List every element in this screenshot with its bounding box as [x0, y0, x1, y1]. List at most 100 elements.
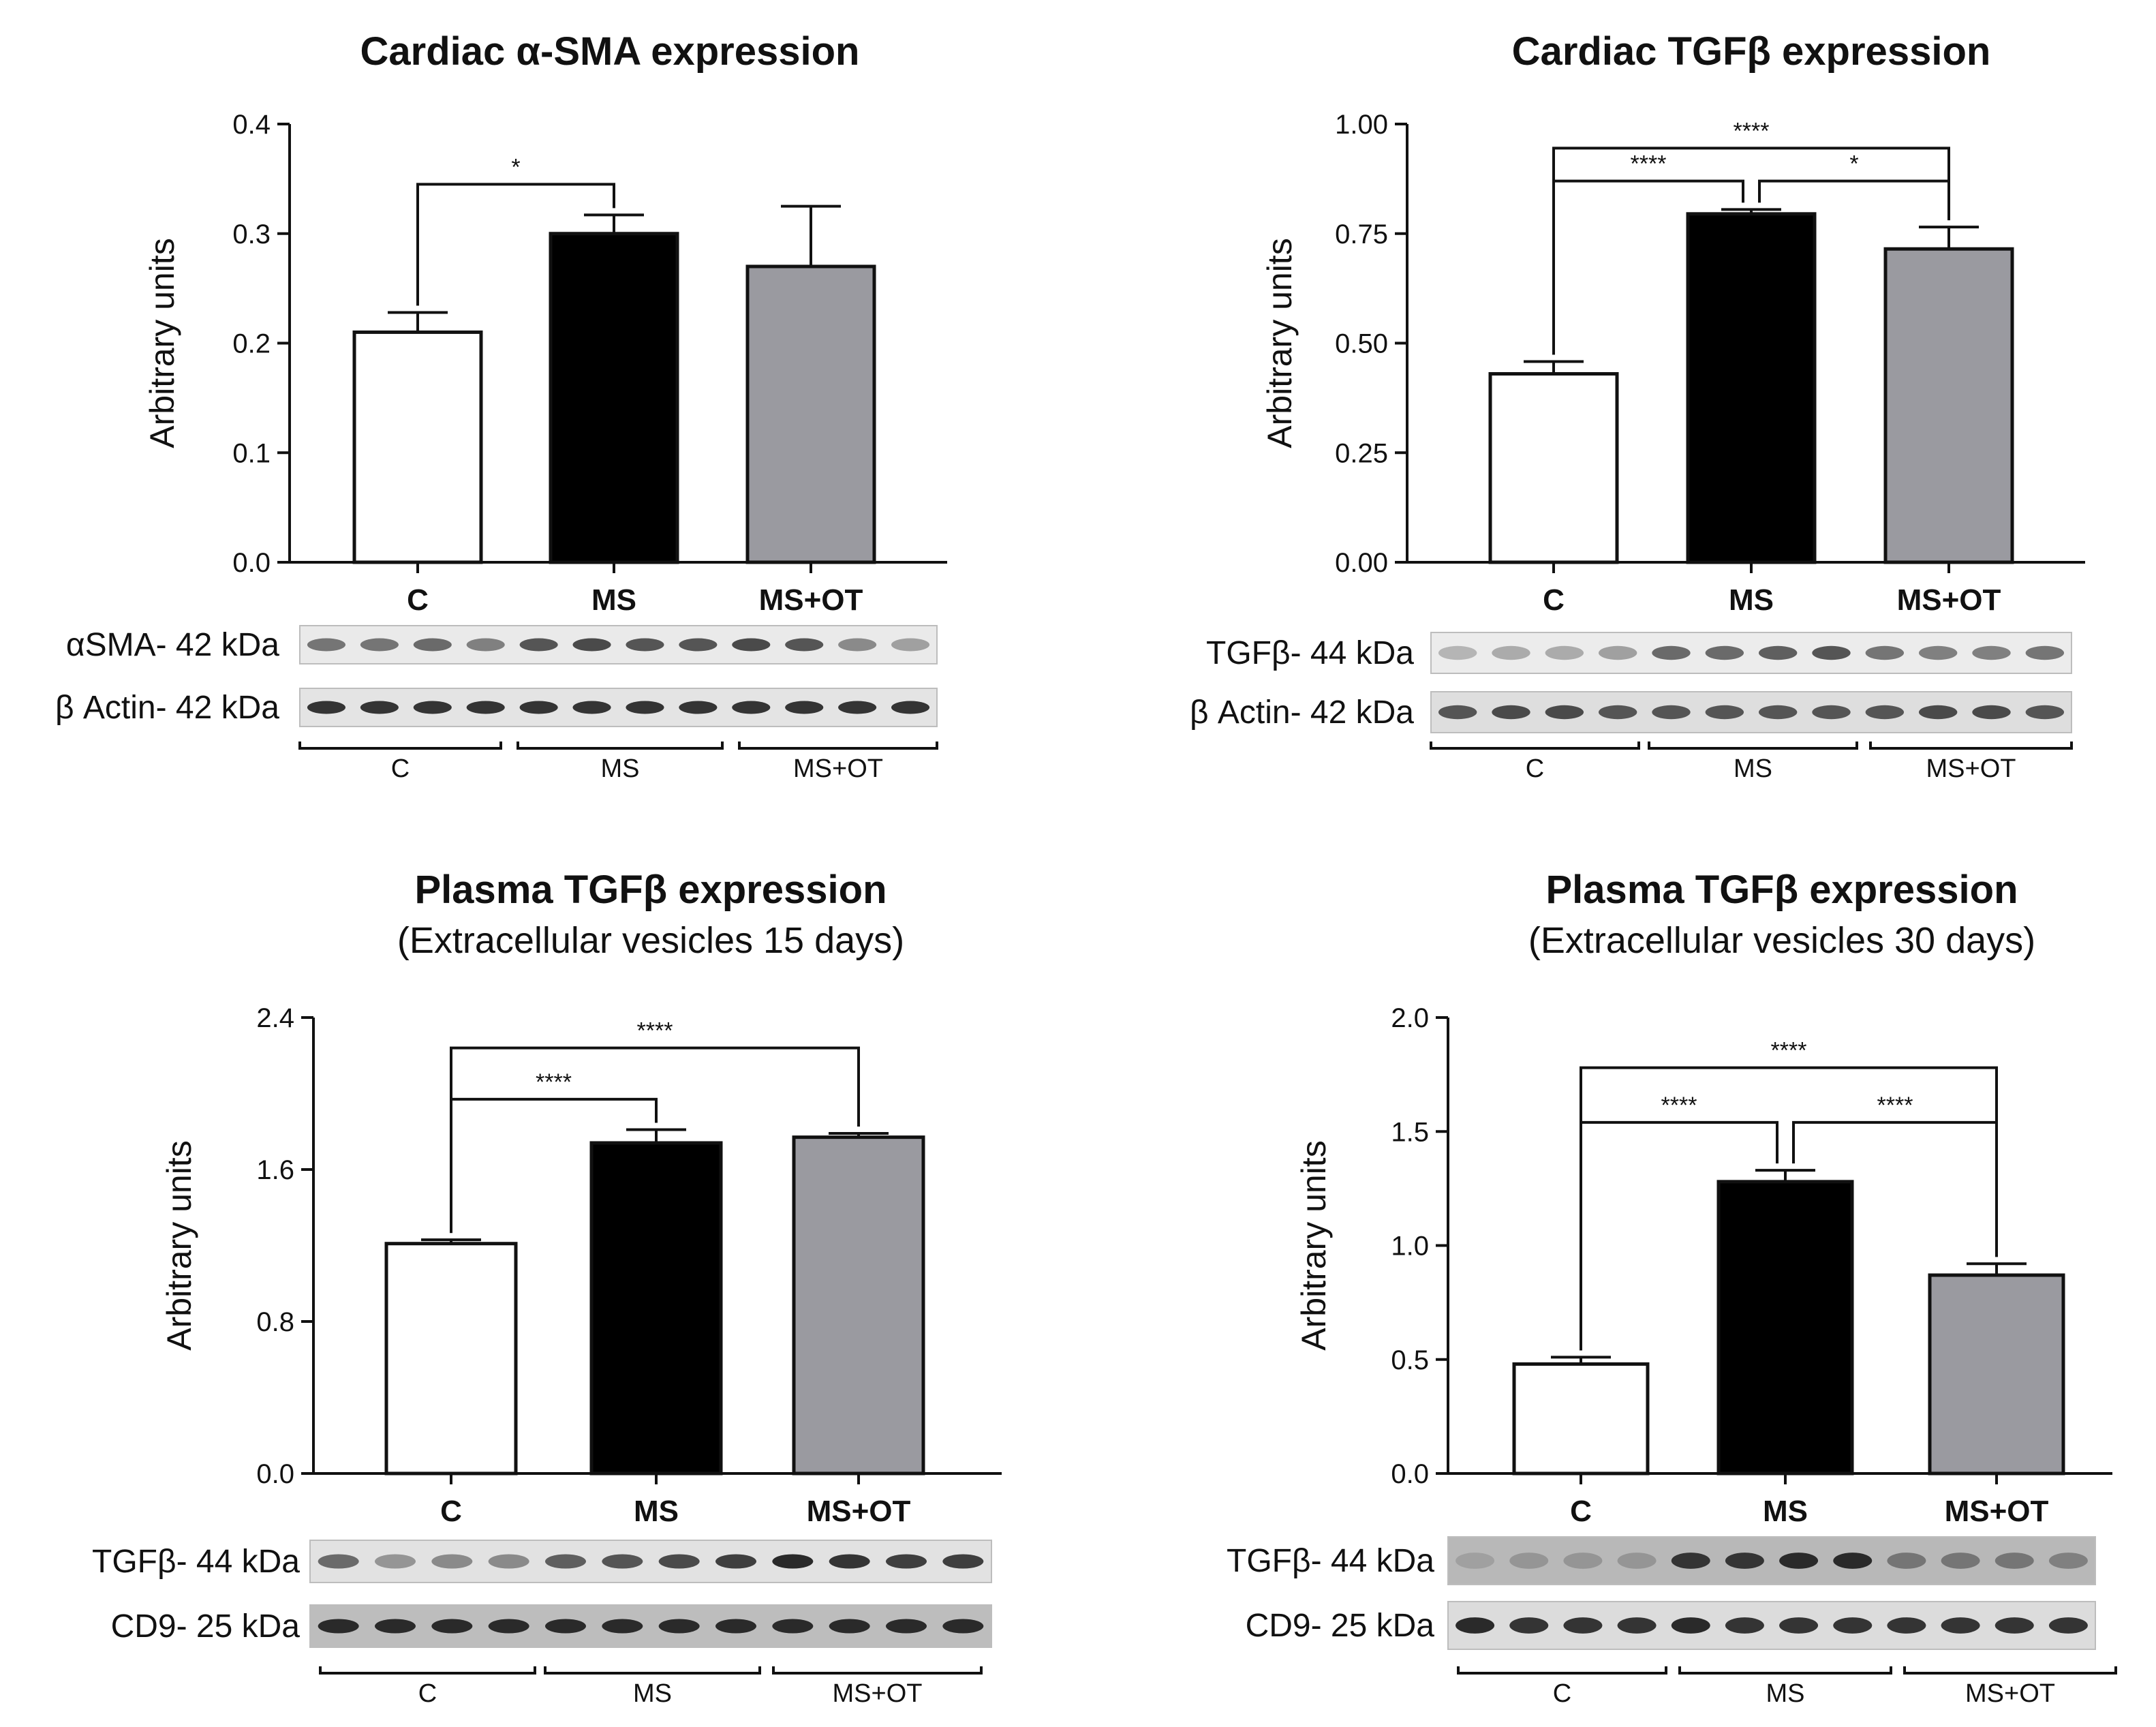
blot-band — [1725, 1553, 1764, 1569]
group-label: C — [391, 754, 410, 783]
blot-band — [1492, 645, 1530, 660]
blot-band — [1833, 1553, 1873, 1569]
group-bracket — [738, 742, 938, 750]
group-label: C — [1526, 754, 1544, 783]
blot-band — [942, 1554, 984, 1569]
blot-label: CD9- 25 kDa — [111, 1608, 301, 1645]
y-tick-label: 0.75 — [1335, 219, 1388, 249]
blot-band — [519, 701, 558, 714]
blot-band — [1671, 1617, 1710, 1634]
blot-label: TGFβ- 44 kDa — [1227, 1543, 1434, 1579]
blot-band — [1941, 1617, 1980, 1634]
western-blot-strip — [1430, 691, 2072, 733]
y-tick-label: 1.6 — [256, 1155, 294, 1185]
blot-band — [307, 638, 346, 652]
bar-MS+OT — [1883, 247, 2014, 564]
bar-C — [1488, 372, 1619, 564]
x-tick-label: C — [407, 583, 429, 617]
significance-label: **** — [637, 1018, 673, 1044]
blot-band — [360, 701, 399, 714]
blot-band — [658, 1619, 700, 1634]
significance-label: **** — [536, 1069, 572, 1095]
blot-band — [1563, 1617, 1603, 1634]
bar-MS — [1686, 212, 1817, 564]
y-tick-label: 0.4 — [232, 110, 271, 140]
blot-band — [1671, 1553, 1710, 1569]
significance-label: **** — [1877, 1092, 1913, 1118]
group-bracket — [544, 1666, 761, 1675]
y-tick-label: 0.0 — [232, 548, 271, 578]
blot-band — [772, 1554, 814, 1569]
blot-band — [488, 1619, 529, 1634]
chart-subtitle: (Extracellular vesicles 15 days) — [397, 920, 904, 961]
significance-bracket — [416, 183, 615, 306]
blot-band — [1941, 1553, 1980, 1569]
blot-band — [829, 1554, 870, 1569]
blot-band — [545, 1554, 586, 1569]
blot-band — [375, 1619, 416, 1634]
group-bracket — [1648, 742, 1858, 750]
blot-band — [519, 638, 558, 652]
western-blot-strip — [309, 1604, 992, 1648]
group-bracket — [298, 742, 502, 750]
blot-band — [1509, 1617, 1549, 1634]
western-blot-strip — [1447, 1536, 2096, 1585]
blot-band — [1972, 645, 2011, 660]
western-blot-strip — [299, 688, 938, 727]
blot-band — [466, 701, 505, 714]
blot-label: β Actin- 42 kDa — [1190, 694, 1414, 731]
chart-title: Plasma TGFβ expression — [1546, 868, 2018, 912]
blot-band — [886, 1619, 927, 1634]
bar-C — [352, 330, 483, 564]
blot-band — [732, 701, 771, 714]
y-axis-label: Arbitrary units — [1295, 1140, 1333, 1350]
y-tick-label: 0.2 — [232, 329, 271, 359]
blot-band — [715, 1619, 756, 1634]
chart-panel-4: Plasma TGFβ expression (Extracellular ves… — [1227, 868, 2117, 1708]
significance-bracket — [1552, 179, 1744, 355]
blot-band — [1652, 705, 1691, 720]
y-axis-label: Arbitrary units — [143, 238, 181, 448]
blot-band — [1509, 1553, 1549, 1569]
blot-band — [431, 1554, 473, 1569]
blot-band — [572, 701, 611, 714]
blot-band — [1652, 645, 1691, 660]
blot-band — [431, 1619, 473, 1634]
blot-band — [1456, 1553, 1495, 1569]
group-bracket — [1457, 1666, 1667, 1675]
western-blot-strip — [309, 1540, 992, 1583]
y-tick-label: 0.00 — [1335, 548, 1388, 578]
x-tick-label: MS+OT — [759, 583, 863, 617]
blot-band — [2025, 705, 2065, 720]
significance-label: **** — [1771, 1038, 1807, 1064]
chart-subtitle: (Extracellular vesicles 30 days) — [1528, 920, 2035, 961]
blot-band — [1456, 1617, 1495, 1634]
bar-MS+OT — [1928, 1273, 2065, 1476]
blot-band — [1617, 1553, 1657, 1569]
blot-band — [1972, 705, 2011, 720]
x-tick-label: C — [1543, 583, 1565, 617]
group-label: C — [1553, 1679, 1571, 1708]
blot-band — [1779, 1617, 1819, 1634]
y-tick-label: 0.0 — [256, 1459, 294, 1489]
blot-band — [318, 1619, 359, 1634]
chart-panel-1: Cardiac α-SMA expression 0.0 0.1 0.2 0.3 0.4 A… — [55, 29, 947, 783]
x-tick-label: C — [440, 1495, 462, 1528]
blot-band — [1598, 705, 1637, 720]
significance-bracket — [450, 1097, 658, 1234]
bar-MS+OT — [792, 1135, 925, 1476]
blot-band — [1865, 705, 1905, 720]
blot-band — [413, 701, 452, 714]
group-label: MS — [601, 754, 640, 783]
blot-band — [2048, 1617, 2088, 1634]
blot-background — [299, 625, 938, 664]
y-tick-label: 0.3 — [232, 219, 271, 249]
significance-bracket — [1580, 1120, 1778, 1351]
group-label: MS+OT — [1965, 1679, 2055, 1708]
blot-band — [1779, 1553, 1819, 1569]
blot-background — [299, 688, 938, 727]
y-tick-label: 0.0 — [1391, 1459, 1429, 1489]
blot-label: β Actin- 42 kDa — [55, 690, 279, 726]
blot-band — [1438, 705, 1477, 720]
chart-title: Plasma TGFβ expression — [415, 868, 887, 912]
